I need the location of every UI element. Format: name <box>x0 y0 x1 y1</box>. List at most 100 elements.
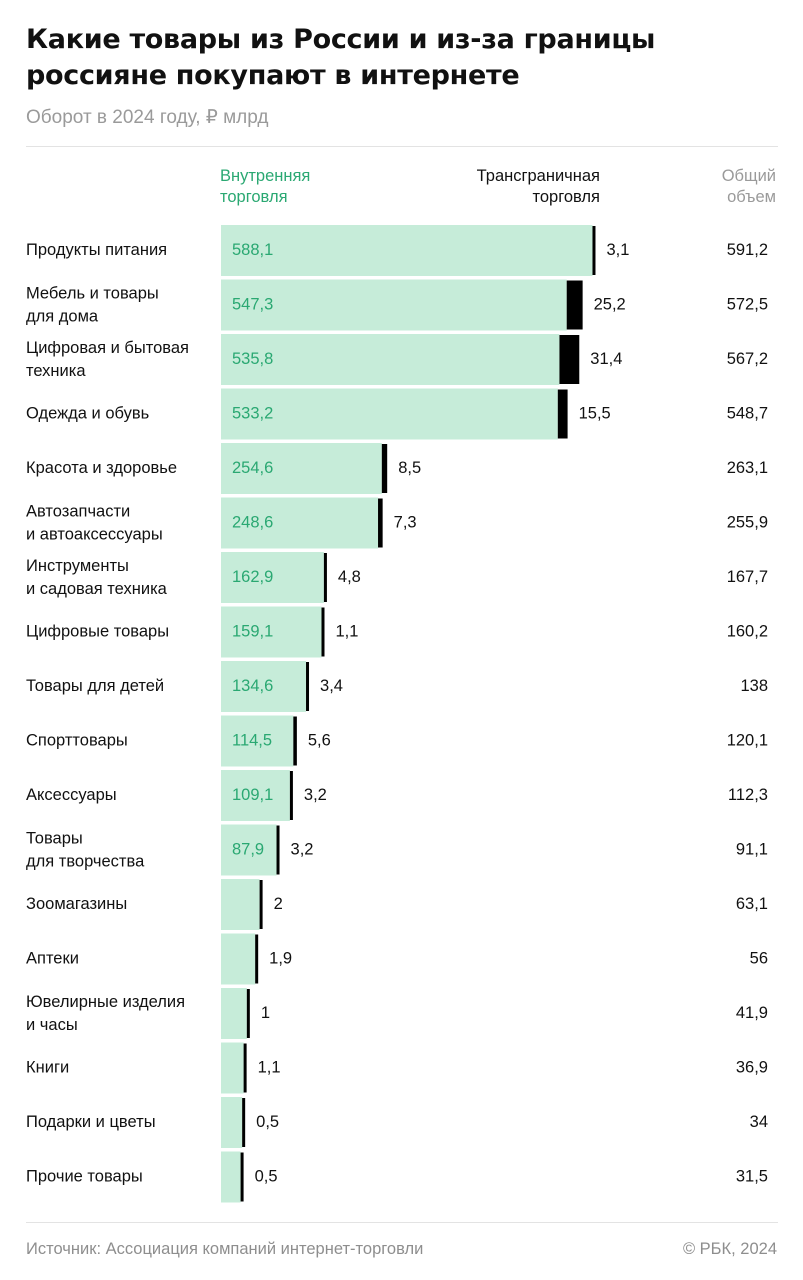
cross-border-bar <box>240 1152 244 1202</box>
domestic-bar <box>221 824 277 876</box>
category-label: Ювелирные изделия <box>26 993 185 1011</box>
cross-border-value-label: 8,5 <box>398 459 421 477</box>
category-label: и часы <box>26 1016 78 1034</box>
cross-border-value-label: 2 <box>274 895 283 913</box>
bar-row <box>221 334 580 385</box>
bar-row <box>221 770 293 821</box>
bar-row <box>221 1097 246 1148</box>
bar-row <box>221 715 297 767</box>
domestic-bar <box>221 443 382 494</box>
domestic-bar <box>221 606 322 658</box>
category-label: Спорттовары <box>26 731 128 749</box>
category-label: Цифровые товары <box>26 622 169 640</box>
domestic-value-label: 162,9 <box>232 568 273 586</box>
domestic-value-label: 114,5 <box>232 731 272 749</box>
total-value-label: 91,1 <box>736 840 768 858</box>
category-label: Книги <box>26 1058 69 1076</box>
domestic-bar <box>221 1097 243 1148</box>
domestic-value-label: 533,2 <box>232 404 273 422</box>
chart-title: Какие товары из России и из-за границы р… <box>26 24 656 91</box>
cross-border-bar <box>321 607 325 657</box>
domestic-value-label: 87,9 <box>232 840 264 858</box>
cross-border-bar <box>566 280 583 330</box>
category-label: для дома <box>26 307 99 325</box>
category-label: Автозапчасти <box>26 502 130 520</box>
category-label: Красота и здоровье <box>26 459 177 477</box>
copyright-note: © РБК, 2024 <box>682 1240 777 1258</box>
domestic-value-label: 254,6 <box>232 459 273 477</box>
column-header-cross-border-line-1: Трансграничная <box>476 167 600 185</box>
category-label: Цифровая и бытовая <box>26 339 189 357</box>
total-value-label: 34 <box>750 1113 768 1131</box>
bar-row <box>221 388 568 440</box>
domestic-bar <box>221 279 567 331</box>
domestic-bar <box>221 661 307 712</box>
cross-border-value-label: 1,1 <box>258 1058 281 1076</box>
bar-row <box>221 824 280 876</box>
category-label: Зоомагазины <box>26 895 127 913</box>
bar-row <box>221 988 250 1039</box>
domestic-value-label: 159,1 <box>232 622 273 640</box>
category-label: Мебель и товары <box>26 284 159 302</box>
cross-border-bar <box>559 335 580 384</box>
domestic-bar <box>221 879 260 930</box>
cross-border-value-label: 3,4 <box>320 677 343 695</box>
category-label: техника <box>26 362 86 380</box>
domestic-value-label: 535,8 <box>232 350 273 368</box>
domestic-bar <box>221 497 379 549</box>
total-value-label: 63,1 <box>736 895 768 913</box>
cross-border-bar <box>259 880 263 929</box>
domestic-bar <box>221 933 256 985</box>
total-value-label: 36,9 <box>736 1058 768 1076</box>
cross-border-bar <box>276 825 280 875</box>
cross-border-value-label: 3,1 <box>606 241 629 259</box>
bar-row <box>221 933 259 985</box>
bar-row <box>221 497 383 549</box>
cross-border-bar <box>381 444 388 493</box>
total-value-label: 112,3 <box>728 786 768 804</box>
domestic-value-label: 109,1 <box>232 786 273 804</box>
domestic-bar <box>221 552 324 603</box>
bar-row <box>221 279 583 331</box>
total-value-label: 167,7 <box>727 568 768 586</box>
cross-border-bar <box>557 389 568 439</box>
total-value-label: 548,7 <box>727 404 768 422</box>
cross-border-bar <box>293 716 297 766</box>
domestic-bar <box>221 334 560 385</box>
bar-row <box>221 552 327 603</box>
cross-border-bar <box>306 662 310 711</box>
cross-border-value-label: 4,8 <box>338 568 361 586</box>
column-header-domestic-line-2: торговля <box>220 188 288 206</box>
domestic-bar <box>221 770 290 821</box>
category-label: Товары <box>26 829 83 847</box>
cross-border-value-label: 1 <box>261 1004 270 1022</box>
domestic-bar <box>221 988 247 1039</box>
total-value-label: 160,2 <box>727 622 768 640</box>
cross-border-value-label: 1,9 <box>269 949 292 967</box>
column-header-total-line-1: Общий <box>721 167 776 185</box>
total-value-label: 138 <box>740 677 768 695</box>
domestic-bar <box>221 225 593 276</box>
category-label: Продукты питания <box>26 241 167 259</box>
bar-row <box>221 1042 247 1094</box>
cross-border-value-label: 31,4 <box>590 350 622 368</box>
total-value-label: 255,9 <box>727 513 768 531</box>
cross-border-value-label: 1,1 <box>335 622 358 640</box>
category-label: для творчества <box>26 852 145 870</box>
domestic-value-label: 134,6 <box>232 677 273 695</box>
bar-row <box>221 661 310 712</box>
domestic-value-label: 547,3 <box>232 295 273 313</box>
category-label: Аксессуары <box>26 786 117 804</box>
column-header-domestic-line-1: Внутренняя <box>220 167 311 185</box>
cross-border-value-label: 15,5 <box>579 404 611 422</box>
cross-border-bar <box>242 1098 246 1147</box>
cross-border-bar <box>243 1043 247 1093</box>
domestic-bar <box>221 388 558 440</box>
category-label: и автоаксессуары <box>26 525 163 543</box>
bar-row <box>221 225 596 276</box>
cross-border-value-label: 3,2 <box>291 840 314 858</box>
top-divider <box>26 146 778 147</box>
category-label: и садовая техника <box>26 580 168 598</box>
cross-border-value-label: 0,5 <box>255 1167 278 1185</box>
